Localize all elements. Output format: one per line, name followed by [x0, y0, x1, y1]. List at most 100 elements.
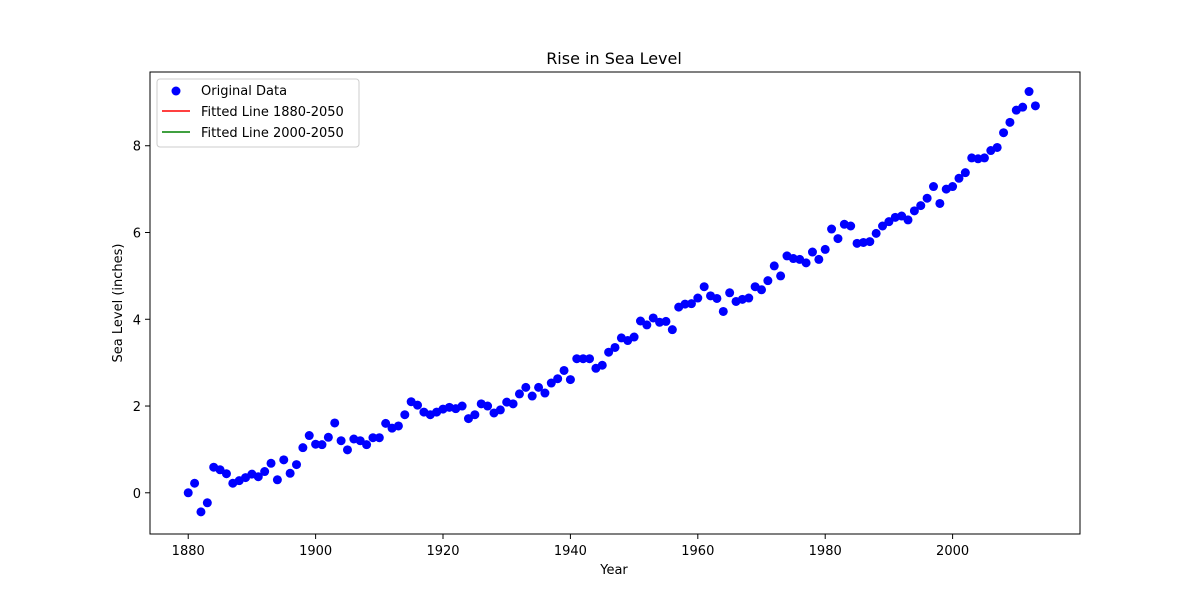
- data-point: [495, 405, 505, 415]
- data-point: [865, 237, 875, 247]
- y-axis-label: Sea Level (inches): [111, 244, 126, 363]
- scatter-points: [183, 87, 1040, 517]
- data-point: [330, 418, 340, 428]
- data-point: [871, 228, 881, 238]
- data-point: [1018, 102, 1028, 112]
- data-point: [648, 313, 658, 323]
- data-point: [604, 347, 614, 357]
- data-point: [693, 293, 703, 303]
- data-point: [540, 388, 550, 398]
- data-point: [699, 282, 709, 292]
- x-tick-label: 2000: [936, 544, 969, 559]
- data-point: [629, 332, 639, 342]
- x-tick-label: 1920: [426, 544, 459, 559]
- data-point: [903, 215, 913, 225]
- data-point: [514, 389, 524, 399]
- data-point: [597, 360, 607, 370]
- data-point: [374, 433, 384, 443]
- chart-title: Rise in Sea Level: [546, 49, 682, 68]
- data-point: [807, 247, 817, 257]
- y-tick-label: 4: [133, 313, 141, 328]
- data-point: [304, 431, 314, 441]
- data-point: [572, 354, 582, 364]
- y-tick-label: 6: [133, 227, 141, 242]
- data-point: [323, 432, 333, 442]
- y-tick-label: 0: [133, 487, 141, 502]
- data-point: [546, 378, 556, 388]
- data-point: [183, 488, 193, 498]
- legend-box: [156, 78, 360, 148]
- data-point: [578, 354, 588, 364]
- legend-label-fitted-1880-2050: Fitted Line 1880-2050: [201, 105, 344, 120]
- x-tick-label: 1900: [299, 544, 332, 559]
- data-point: [928, 182, 938, 192]
- data-point: [413, 400, 423, 410]
- legend: Original Data Fitted Line 1880-2050 Fitt…: [156, 78, 360, 148]
- data-point: [266, 458, 276, 468]
- data-point: [610, 342, 620, 352]
- data-point: [470, 410, 480, 420]
- y-tick-label: 2: [133, 400, 141, 415]
- data-point: [190, 478, 200, 488]
- data-point: [457, 401, 467, 411]
- data-point: [559, 365, 569, 375]
- data-point: [221, 469, 231, 479]
- data-point: [317, 440, 327, 450]
- data-point: [521, 382, 531, 392]
- data-point: [272, 475, 282, 485]
- data-point: [260, 467, 270, 477]
- data-point: [686, 299, 696, 309]
- data-point: [757, 285, 767, 295]
- data-point: [292, 460, 302, 470]
- x-axis: 1880 1900 1920 1940 1960 1980 2000: [172, 534, 969, 559]
- data-point: [661, 316, 671, 326]
- data-point: [400, 410, 410, 420]
- data-point: [196, 507, 206, 517]
- data-point: [833, 234, 843, 244]
- data-point: [878, 221, 888, 231]
- data-point: [585, 354, 595, 364]
- data-point: [680, 299, 690, 309]
- data-point: [342, 445, 352, 455]
- data-point: [916, 201, 926, 211]
- data-point: [801, 258, 811, 268]
- data-point: [827, 224, 837, 234]
- data-point: [362, 440, 372, 450]
- data-point: [381, 418, 391, 428]
- data-point: [642, 320, 652, 330]
- x-tick-label: 1960: [681, 544, 714, 559]
- x-tick-label: 1980: [809, 544, 842, 559]
- data-point: [776, 271, 786, 281]
- y-axis: 0 2 4 6 8: [133, 140, 150, 502]
- data-point: [508, 399, 518, 409]
- plot-frame: [149, 71, 1081, 535]
- data-point: [922, 193, 932, 203]
- data-point: [534, 382, 544, 392]
- data-point: [285, 468, 295, 478]
- data-point: [948, 182, 958, 192]
- data-point: [253, 472, 263, 482]
- data-point: [565, 375, 575, 385]
- data-point: [884, 217, 894, 227]
- data-point: [279, 455, 289, 465]
- data-point: [1024, 87, 1034, 97]
- data-point: [814, 254, 824, 264]
- x-tick-label: 1880: [172, 544, 205, 559]
- data-point: [992, 142, 1002, 152]
- data-point: [667, 325, 677, 335]
- data-point: [553, 374, 563, 384]
- data-point: [718, 306, 728, 316]
- x-tick-label: 1940: [554, 544, 587, 559]
- data-point: [393, 421, 403, 431]
- data-point: [368, 433, 378, 443]
- data-point: [725, 288, 735, 298]
- data-point: [979, 153, 989, 163]
- legend-label-fitted-2000-2050: Fitted Line 2000-2050: [201, 126, 344, 141]
- data-point: [336, 436, 346, 446]
- data-point: [527, 391, 537, 401]
- data-point: [311, 439, 321, 449]
- data-point: [769, 261, 779, 271]
- data-point: [935, 198, 945, 208]
- data-point: [846, 221, 856, 231]
